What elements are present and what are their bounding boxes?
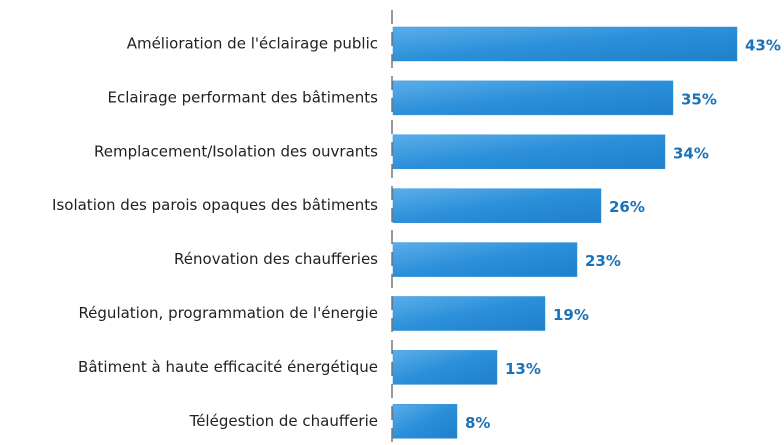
value-label: 35% [681, 90, 717, 108]
bar [392, 134, 666, 170]
category-label: Eclairage performant des bâtiments [107, 88, 378, 106]
bar [392, 242, 578, 277]
category-label: Amélioration de l'éclairage public [127, 35, 378, 53]
value-label: 34% [673, 144, 709, 162]
value-label: 8% [465, 414, 490, 432]
bar [392, 26, 738, 62]
value-label: 43% [745, 37, 781, 55]
category-label: Télégestion de chaufferie [189, 412, 378, 430]
category-label: Remplacement/Isolation des ouvrants [94, 142, 378, 160]
bar [392, 296, 546, 331]
category-label: Bâtiment à haute efficacité énergétique [78, 358, 378, 376]
value-label: 26% [609, 198, 645, 216]
bar [392, 350, 498, 385]
bar [392, 80, 674, 116]
bar [392, 404, 458, 439]
category-label: Rénovation des chaufferies [174, 250, 378, 268]
value-label: 19% [553, 306, 589, 324]
bar [392, 188, 602, 223]
category-label: Régulation, programmation de l'énergie [78, 304, 378, 322]
category-label: Isolation des parois opaques des bâtimen… [52, 196, 378, 214]
value-label: 23% [585, 252, 621, 270]
value-label: 13% [505, 360, 541, 378]
